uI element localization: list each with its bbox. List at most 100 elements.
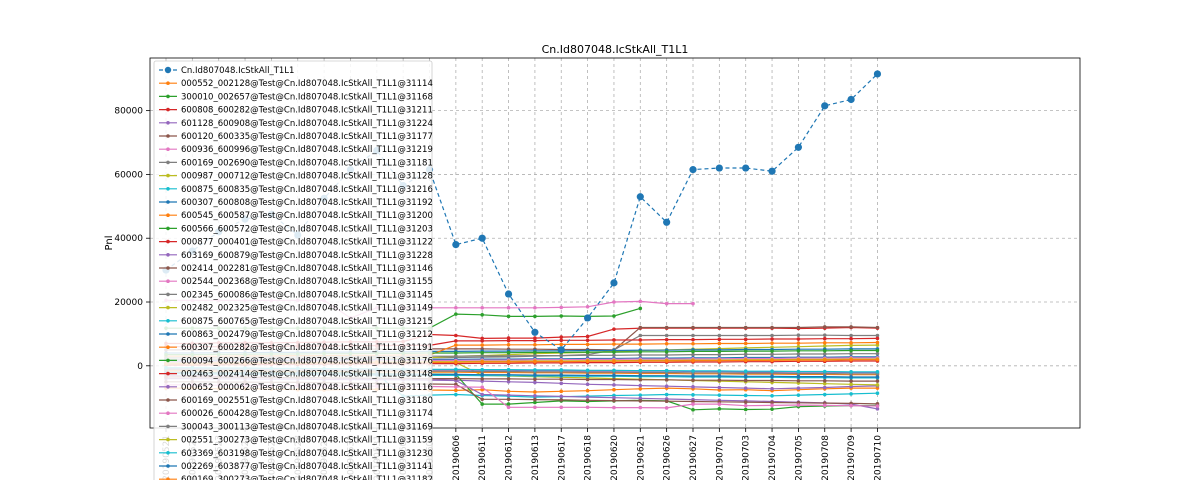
data-point bbox=[691, 369, 695, 373]
legend-swatch-marker bbox=[166, 213, 170, 217]
legend-swatch-marker bbox=[166, 94, 170, 99]
data-point bbox=[717, 369, 722, 373]
x-tick-label: 20190613 bbox=[531, 435, 541, 480]
data-point bbox=[821, 102, 829, 110]
data-point bbox=[691, 399, 695, 404]
data-point bbox=[768, 167, 776, 175]
data-point bbox=[770, 374, 774, 379]
data-point bbox=[454, 372, 458, 377]
data-point bbox=[559, 405, 564, 410]
data-point bbox=[822, 349, 827, 353]
legend-swatch-marker bbox=[166, 81, 170, 85]
data-point bbox=[664, 353, 669, 357]
data-point bbox=[533, 359, 537, 364]
data-point bbox=[612, 405, 616, 410]
data-point bbox=[796, 344, 801, 349]
data-point bbox=[873, 70, 882, 78]
data-point bbox=[638, 342, 643, 346]
data-point bbox=[638, 353, 643, 357]
data-point bbox=[638, 383, 643, 388]
data-point bbox=[770, 358, 774, 363]
data-point bbox=[638, 378, 643, 382]
data-point bbox=[585, 405, 590, 410]
data-point bbox=[875, 391, 880, 396]
legend-label: 600545_600587@Test@Cn.Id807048.IcStkAll_… bbox=[181, 211, 433, 221]
data-point bbox=[664, 359, 669, 363]
data-point bbox=[770, 337, 774, 341]
data-point bbox=[480, 385, 485, 389]
data-point bbox=[533, 393, 537, 398]
y-tick-label: 80000 bbox=[114, 107, 143, 117]
legend-entry: Cn.Id807048.IcStkAll_T1L1 bbox=[159, 66, 294, 76]
data-point bbox=[664, 373, 669, 378]
data-point bbox=[796, 325, 801, 330]
data-point bbox=[533, 305, 537, 310]
data-point bbox=[506, 379, 511, 384]
y-tick-label: 0 bbox=[137, 362, 143, 372]
legend-swatch-marker bbox=[166, 279, 170, 284]
data-point bbox=[612, 342, 616, 346]
data-point bbox=[689, 166, 697, 174]
data-point bbox=[717, 385, 722, 390]
legend-entry: 603169_600879@Test@Cn.Id807048.IcStkAll_… bbox=[159, 251, 433, 261]
y-tick-label: 20000 bbox=[114, 298, 143, 308]
data-point bbox=[796, 337, 801, 341]
data-point bbox=[849, 382, 853, 387]
data-point bbox=[454, 333, 458, 338]
data-point bbox=[585, 304, 590, 309]
data-point bbox=[664, 301, 669, 306]
data-point bbox=[743, 349, 748, 353]
data-point bbox=[796, 386, 801, 390]
data-point bbox=[875, 351, 880, 356]
x-tick-label: 20190626 bbox=[663, 435, 673, 480]
data-point bbox=[585, 373, 590, 378]
data-point bbox=[875, 375, 880, 379]
data-point bbox=[559, 305, 564, 310]
data-point bbox=[454, 339, 458, 343]
data-point bbox=[506, 367, 511, 372]
data-point bbox=[691, 333, 695, 338]
data-point bbox=[612, 314, 616, 318]
data-point bbox=[480, 350, 485, 355]
legend-entry: 300010_002657@Test@Cn.Id807048.IcStkAll_… bbox=[159, 92, 433, 102]
legend-label: 600169_300273@Test@Cn.Id807048.IcStkAll_… bbox=[181, 475, 433, 480]
data-point bbox=[875, 379, 880, 383]
data-point bbox=[506, 393, 511, 397]
legend-swatch-marker bbox=[166, 451, 170, 455]
data-point bbox=[849, 343, 853, 348]
data-point bbox=[796, 374, 801, 379]
legend-swatch-marker bbox=[166, 173, 170, 178]
data-point bbox=[742, 164, 750, 172]
data-point bbox=[559, 353, 564, 358]
data-point bbox=[691, 385, 695, 389]
data-point bbox=[559, 359, 564, 364]
legend-entry: 601128_600908@Test@Cn.Id807048.IcStkAll_… bbox=[159, 119, 433, 129]
data-point bbox=[849, 348, 853, 353]
data-point bbox=[849, 336, 853, 341]
data-point bbox=[822, 374, 827, 379]
legend-swatch-marker bbox=[166, 253, 170, 257]
data-point bbox=[480, 305, 485, 310]
data-point bbox=[691, 378, 695, 382]
legend-label: 300010_002657@Test@Cn.Id807048.IcStkAll_… bbox=[181, 92, 433, 102]
data-point bbox=[770, 341, 774, 345]
data-point bbox=[559, 335, 564, 339]
data-point bbox=[636, 193, 644, 201]
legend-entry: 600936_600996@Test@Cn.Id807048.IcStkAll_… bbox=[159, 145, 433, 155]
legend-swatch-marker bbox=[166, 147, 170, 151]
y-axis-label: Pnl bbox=[104, 236, 115, 251]
data-point bbox=[664, 392, 669, 397]
data-point bbox=[875, 404, 880, 408]
data-point bbox=[849, 325, 853, 329]
legend-entry: 600545_600587@Test@Cn.Id807048.IcStkAll_… bbox=[159, 211, 433, 221]
legend-swatch-marker bbox=[166, 464, 170, 468]
data-point bbox=[638, 299, 643, 304]
data-point bbox=[506, 354, 511, 358]
data-point bbox=[717, 374, 722, 378]
data-point bbox=[454, 354, 458, 359]
legend-label: 600307_600808@Test@Cn.Id807048.IcStkAll_… bbox=[181, 198, 433, 208]
data-point bbox=[770, 403, 774, 408]
data-point bbox=[849, 375, 853, 379]
data-point bbox=[770, 333, 774, 338]
x-tick-label: 20190621 bbox=[636, 435, 646, 480]
